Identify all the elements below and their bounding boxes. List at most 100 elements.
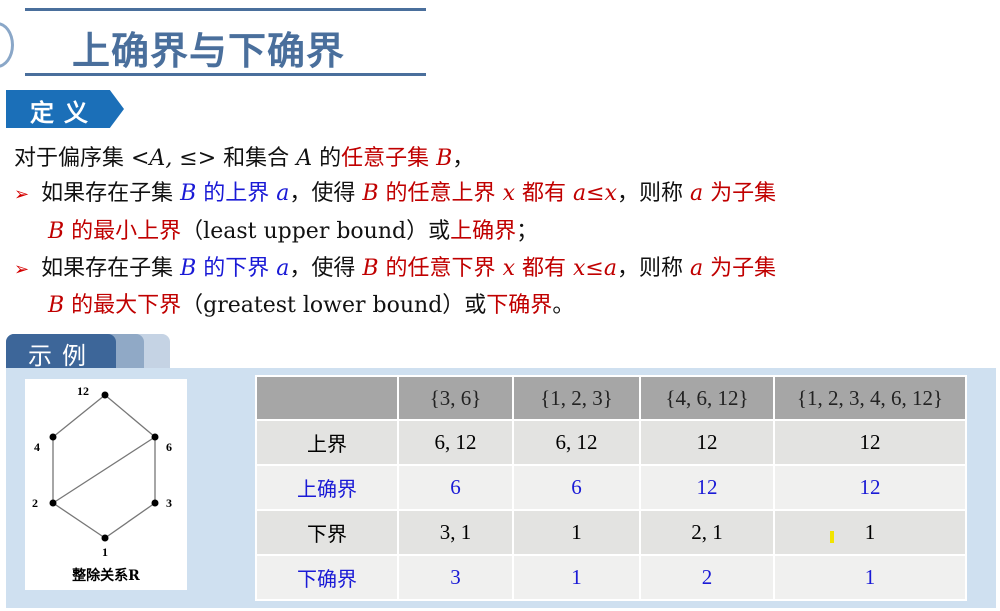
row-label: 下界 xyxy=(255,509,399,556)
row-label: 下确界 xyxy=(255,554,399,601)
definition-line: B 的最大下界（greatest lower bound）或下确界。 xyxy=(48,287,574,319)
text-segment: B xyxy=(362,256,379,281)
text-segment: （least upper bound）或 xyxy=(181,219,451,244)
table-cell: 6 xyxy=(397,464,514,511)
example-tag: 示例 xyxy=(6,334,116,370)
hasse-node xyxy=(151,433,159,441)
text-segment: B xyxy=(362,181,379,206)
hasse-edge xyxy=(52,502,106,539)
title-rule-bottom xyxy=(25,73,426,76)
hasse-diagram: 12 4 6 2 3 1 整除关系R xyxy=(25,379,187,590)
text-segment: 的上界 xyxy=(196,181,277,206)
text-segment: a xyxy=(276,256,290,281)
text-segment: ， xyxy=(452,146,475,171)
example-tag-label: 示例 xyxy=(28,342,96,370)
text-segment: A xyxy=(296,146,313,171)
hasse-node xyxy=(151,499,159,507)
definition-line: B 的最小上界（least upper bound）或上确界； xyxy=(48,213,538,245)
hasse-edge xyxy=(104,502,156,539)
table-cell: 12 xyxy=(639,464,775,511)
text-segment: 为子集 xyxy=(703,256,777,281)
text-segment: 的任意上界 xyxy=(378,181,503,206)
decorative-arc xyxy=(0,22,14,68)
hasse-node xyxy=(49,433,57,441)
table-row: 上界 6, 12 6, 12 12 12 xyxy=(255,419,967,466)
definition-line: ➢ 如果存在子集 B 的上界 a，使得 B 的任意上界 x 都有 a≤x，则称 a… xyxy=(14,175,776,207)
hasse-node xyxy=(49,499,57,507)
row-label: 上确界 xyxy=(255,464,399,511)
diagram-caption: 整除关系R xyxy=(72,568,140,584)
text-segment: 任意子集 xyxy=(341,146,430,171)
title-rule-top xyxy=(25,8,426,11)
text-segment: a≤x xyxy=(572,181,617,206)
hasse-node xyxy=(101,391,109,399)
text-segment: 。 xyxy=(552,293,575,318)
table-row: 下确界 3 1 2 1 xyxy=(255,554,967,601)
text-segment: 的 xyxy=(312,146,342,171)
text-segment: B xyxy=(48,293,65,318)
text-segment: ，使得 xyxy=(289,256,363,281)
table-cell: 1 xyxy=(773,509,967,556)
column-header: {4, 6, 12} xyxy=(639,375,775,421)
hasse-diagram-svg: 12 4 6 2 3 1 xyxy=(32,384,172,559)
text-segment: 和集合 xyxy=(216,146,297,171)
table-cell: 3 xyxy=(397,554,514,601)
bullet-arrow-icon: ➢ xyxy=(14,259,30,280)
text-segment: x≤a xyxy=(572,256,617,281)
definition-line: ➢ 如果存在子集 B 的下界 a，使得 B 的任意下界 x 都有 x≤a，则称 a… xyxy=(14,250,776,282)
bullet-arrow-icon: ➢ xyxy=(14,184,30,205)
table-cell: 1 xyxy=(512,509,641,556)
text-segment: x xyxy=(502,256,515,281)
page-title: 上确界与下确界 xyxy=(72,29,346,73)
definition-tag-label: 定义 xyxy=(30,99,98,127)
example-tabs: 示例 xyxy=(6,334,170,370)
hasse-edge xyxy=(52,394,106,438)
text-segment: <A, ≤> xyxy=(131,146,217,171)
text-segment: 都有 xyxy=(514,256,573,281)
hasse-node-label: 3 xyxy=(166,496,172,510)
table-cell: 12 xyxy=(639,419,775,466)
table-cell: 12 xyxy=(773,419,967,466)
text-segment: a xyxy=(689,256,704,281)
hasse-node-label: 12 xyxy=(77,384,89,398)
table-cell: 2 xyxy=(639,554,775,601)
row-label: 上界 xyxy=(255,419,399,466)
hasse-node-label: 1 xyxy=(102,545,108,559)
hasse-edge xyxy=(52,436,156,504)
text-segment: B xyxy=(180,256,197,281)
hasse-node-label: 2 xyxy=(32,496,38,510)
column-header xyxy=(255,375,399,421)
definition-line: 对于偏序集 <A, ≤> 和集合 A 的任意子集 B， xyxy=(14,140,474,172)
text-cursor xyxy=(830,531,834,543)
hasse-node xyxy=(101,534,109,542)
table-cell: 6, 12 xyxy=(512,419,641,466)
text-segment: ，使得 xyxy=(289,181,363,206)
bounds-table: {3, 6} {1, 2, 3} {4, 6, 12} {1, 2, 3, 4, 6,… xyxy=(255,375,967,601)
text-segment: 下确界 xyxy=(486,293,553,318)
text-segment: 的最大下界 xyxy=(64,293,182,318)
text-segment: 都有 xyxy=(514,181,573,206)
table-header-row: {3, 6} {1, 2, 3} {4, 6, 12} {1, 2, 3, 4, 6,… xyxy=(255,375,967,421)
hasse-node-label: 6 xyxy=(166,440,172,454)
text-segment: B xyxy=(48,219,65,244)
text-segment: x xyxy=(502,181,515,206)
text-segment: 对于偏序集 xyxy=(14,146,131,171)
hasse-node-label: 4 xyxy=(34,440,40,454)
table-cell: 3, 1 xyxy=(397,509,514,556)
table-row: 上确界 6 6 12 12 xyxy=(255,464,967,511)
hasse-edge xyxy=(104,394,156,438)
column-header: {3, 6} xyxy=(397,375,514,421)
table-cell: 1 xyxy=(512,554,641,601)
text-segment: 的最小上界 xyxy=(64,219,182,244)
text-segment: 如果存在子集 xyxy=(41,181,181,206)
text-segment: ，则称 xyxy=(616,256,690,281)
definition-tag: 定义 xyxy=(6,90,124,128)
table-cell: 6, 12 xyxy=(397,419,514,466)
text-segment: 如果存在子集 xyxy=(41,256,181,281)
text-segment: B xyxy=(180,181,197,206)
text-segment: 的任意下界 xyxy=(378,256,503,281)
table-cell: 6 xyxy=(512,464,641,511)
column-header: {1, 2, 3, 4, 6, 12} xyxy=(773,375,967,421)
text-segment: B xyxy=(436,146,453,171)
column-header: {1, 2, 3} xyxy=(512,375,641,421)
